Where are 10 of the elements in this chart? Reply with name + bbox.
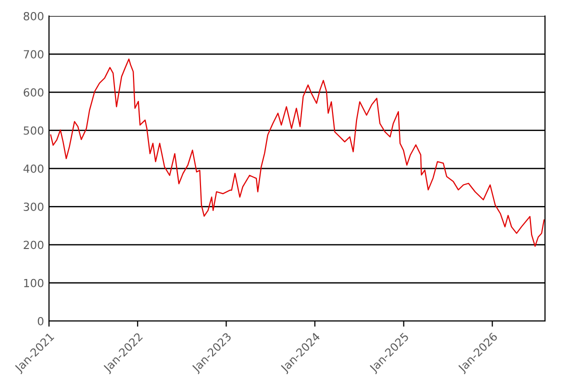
y-tick-label: 0: [38, 316, 44, 326]
y-tick-label: 500: [24, 126, 44, 135]
y-tick-label: 700: [24, 50, 44, 59]
y-tick-label: 400: [23, 164, 44, 173]
y-tick-label: 200: [24, 240, 44, 250]
y-tick-label: 100: [24, 278, 44, 288]
y-tick-label: 800: [24, 12, 44, 20]
y-tick-label: 300: [24, 202, 44, 212]
y-tick-label: 600: [24, 88, 44, 97]
line-series: [50, 58, 545, 247]
